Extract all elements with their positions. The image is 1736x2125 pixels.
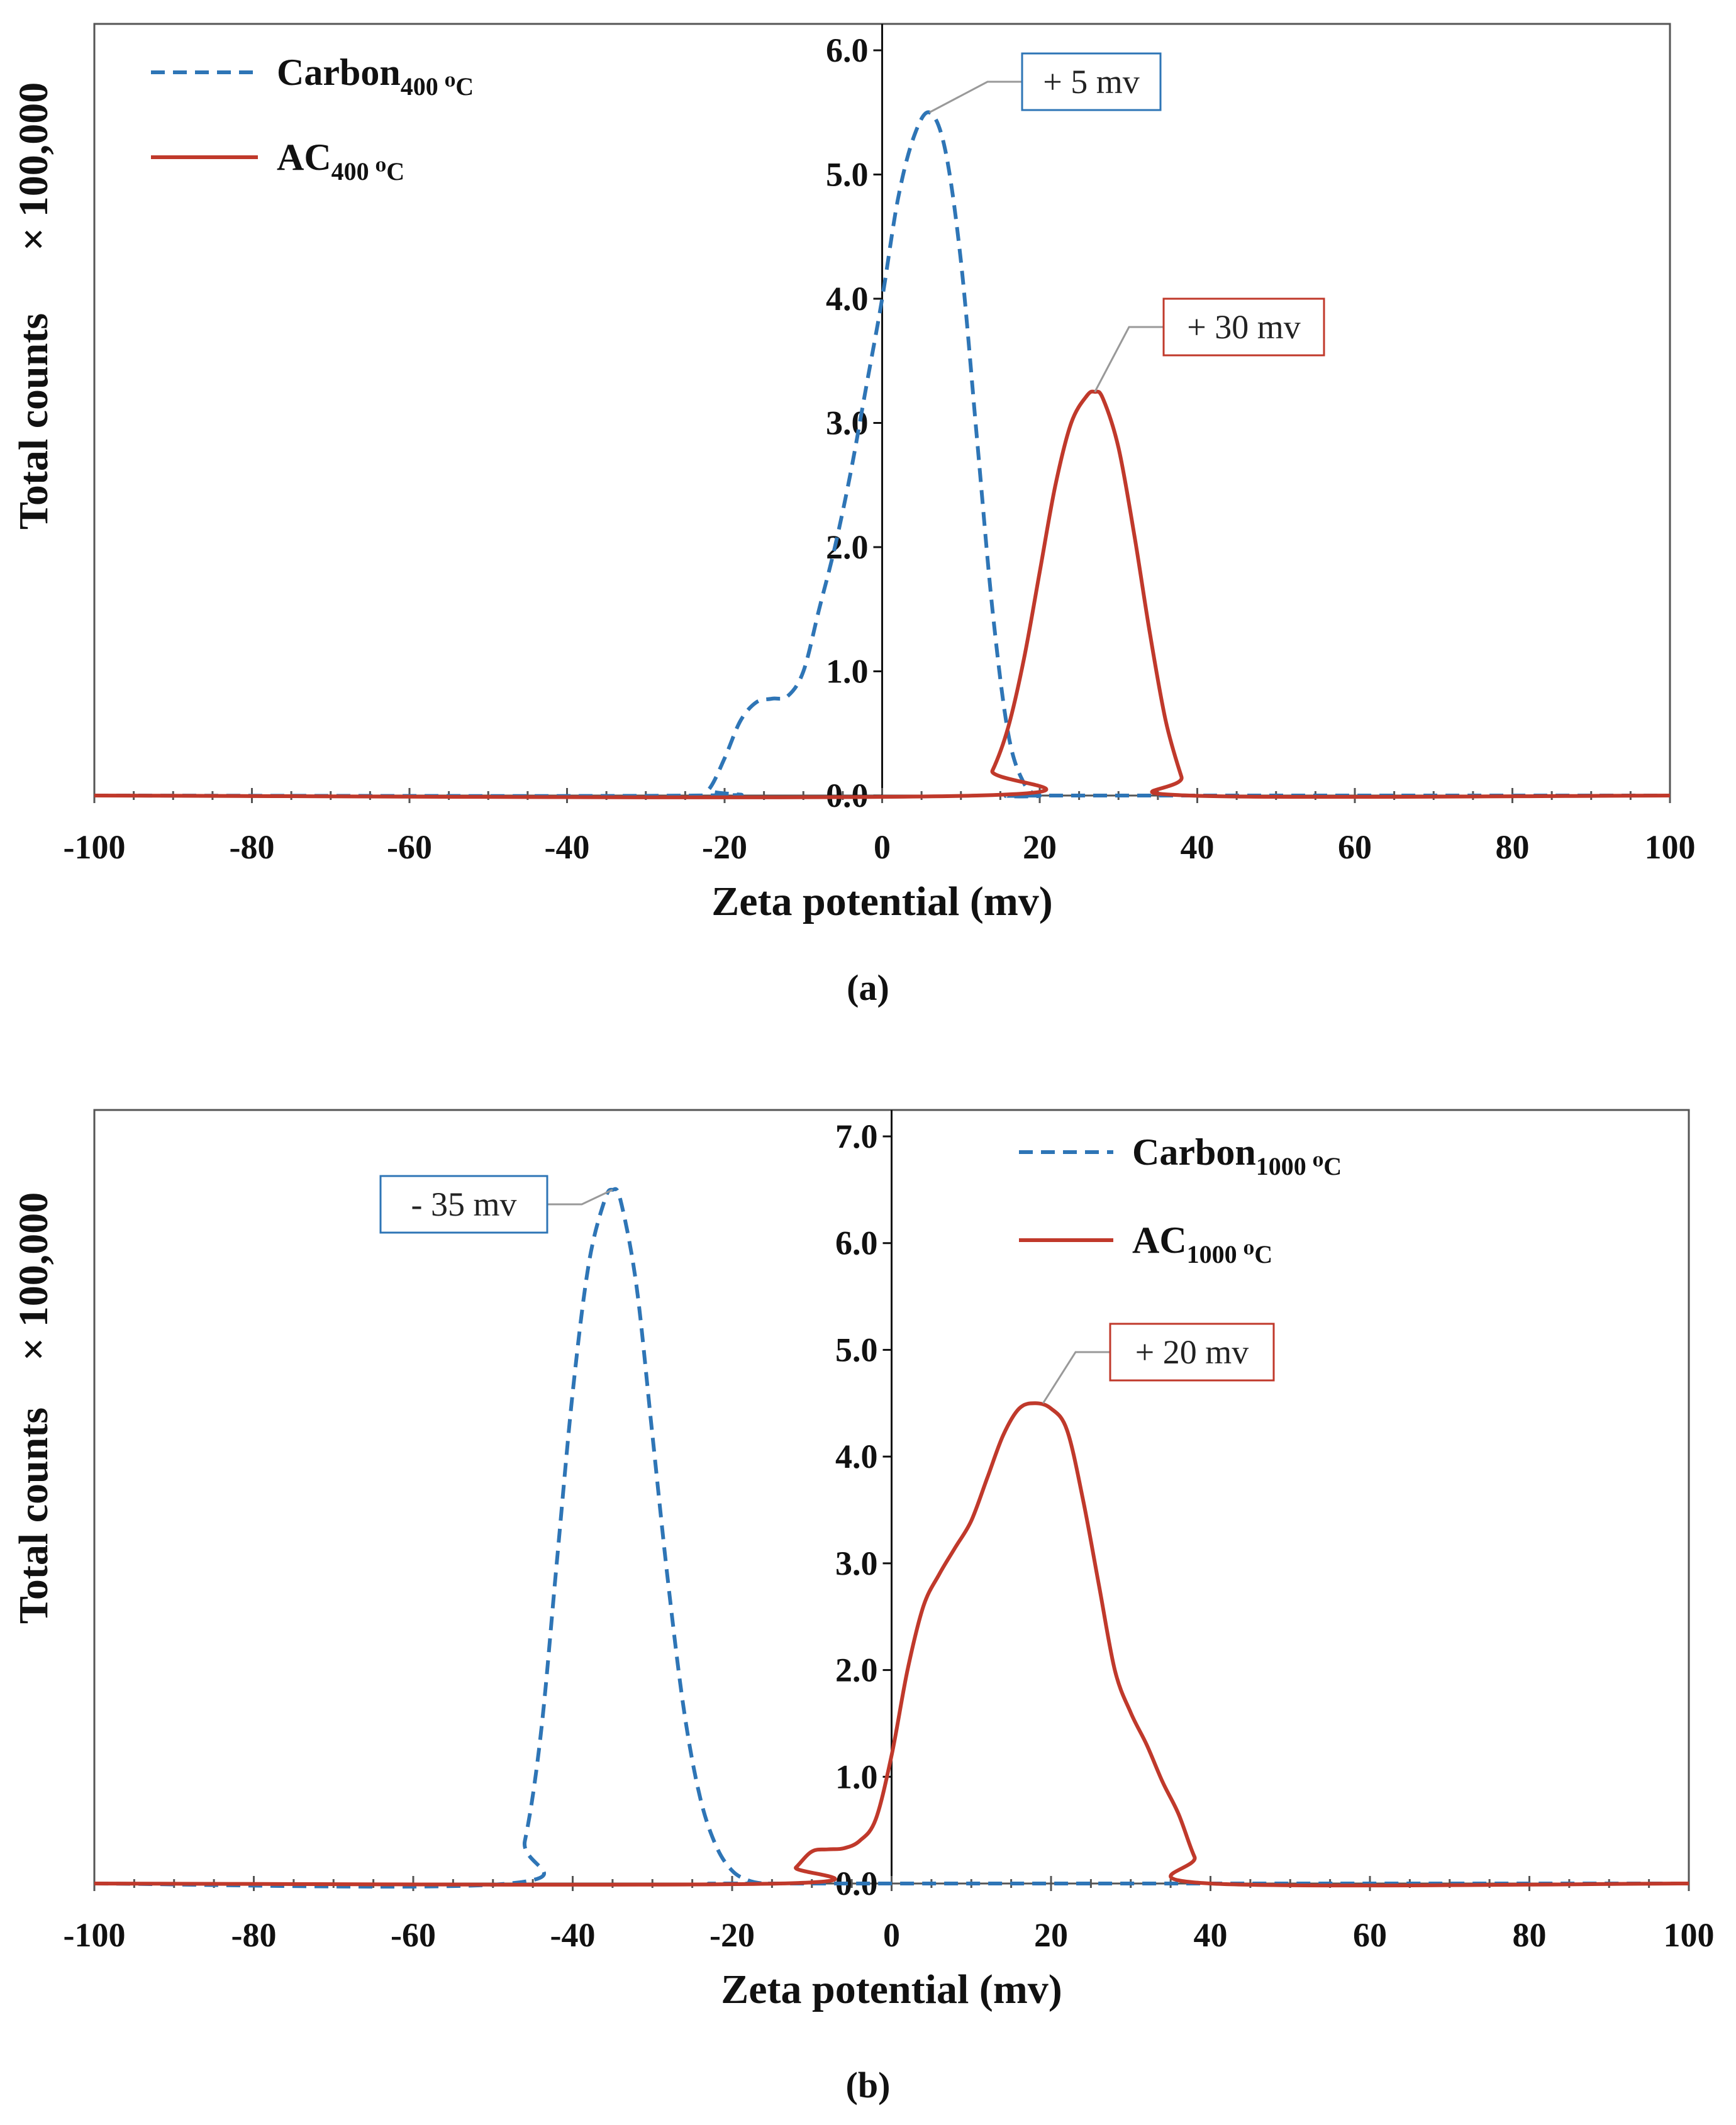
panel-a-label: (a) bbox=[847, 967, 889, 1008]
pb-y-tick-label: 1.0 bbox=[835, 1758, 878, 1795]
panel-b-chart: -100 -80 -60 -40 -20 0 20 40 60 80 1000.01.02.03.0… bbox=[11, 1109, 1715, 2106]
pa-series-line-carbon-0 bbox=[94, 110, 1670, 799]
panel-a-y-axis-multiplier: × 100,000 bbox=[11, 82, 57, 252]
panel-a-y-axis-title: Total counts bbox=[11, 313, 57, 530]
panel-b-label: (b) bbox=[846, 2065, 891, 2106]
panel-b-x-axis-title: Zeta potential (mv) bbox=[721, 1967, 1062, 2012]
pa-x-tick-label: 20 bbox=[1023, 828, 1057, 866]
pb-legend-label-1: AC1000 ⁰C bbox=[1132, 1219, 1272, 1268]
pa-x-tick-label: -80 bbox=[230, 828, 275, 866]
pb-y-tick-label: 4.0 bbox=[835, 1438, 878, 1475]
pb-callout-box bbox=[1109, 1323, 1275, 1382]
pa-callout-box bbox=[1021, 52, 1162, 111]
panel-a-chart: -100 -80 -60 -40 -20 0 20 40 60 80 1000.01.02.03.0… bbox=[11, 23, 1696, 1008]
pa-y-tick-label: 4.0 bbox=[826, 280, 869, 318]
pb-x-tick-label: -40 bbox=[550, 1916, 596, 1954]
pb-callout-label: + 20 mv bbox=[1135, 1333, 1249, 1371]
pb-y-tick-label: 6.0 bbox=[835, 1224, 878, 1262]
pb-x-tick-label: -100 bbox=[64, 1916, 126, 1954]
panel-a-series bbox=[94, 110, 1671, 799]
pa-callout-box bbox=[1162, 297, 1325, 357]
pa-legend-subscript-0: 400 ⁰C bbox=[401, 72, 474, 101]
pb-series-line-ac-1 bbox=[94, 1401, 1689, 1888]
pa-x-tick-label: 100 bbox=[1645, 828, 1696, 866]
panel-b-annotations: - 35 mv + 20 mv bbox=[379, 1175, 1275, 1404]
pb-y-tick-label: 3.0 bbox=[835, 1545, 878, 1582]
panel-a-annotations: + 5 mv + 30 mv bbox=[928, 52, 1325, 392]
pa-x-tick-label: -100 bbox=[64, 828, 126, 866]
panel-b-y-axis-title: Total counts bbox=[11, 1407, 57, 1624]
panel-b-legend: Carbon1000 ⁰C AC1000 ⁰C bbox=[1019, 1131, 1342, 1268]
pb-x-tick-label: 60 bbox=[1353, 1916, 1387, 1954]
pb-x-tick-label: 20 bbox=[1034, 1916, 1068, 1954]
pa-x-tick-label: 80 bbox=[1496, 828, 1530, 866]
pb-y-tick-label: 7.0 bbox=[835, 1118, 878, 1155]
pa-y-tick-label: 1.0 bbox=[826, 653, 869, 691]
pb-x-tick-label: 100 bbox=[1664, 1916, 1715, 1954]
panel-b-series bbox=[94, 1187, 1689, 1889]
pa-x-tick-label: 0 bbox=[874, 828, 891, 866]
pb-x-tick-label: -80 bbox=[231, 1916, 277, 1954]
pa-x-tick-label: -20 bbox=[702, 828, 747, 866]
pb-callout-label: - 35 mv bbox=[411, 1185, 517, 1223]
pa-legend-subscript-1: 400 ⁰C bbox=[331, 157, 404, 186]
pb-callout-box bbox=[379, 1175, 548, 1234]
pa-legend-label-1: AC400 ⁰C bbox=[277, 136, 404, 186]
pa-callout-leader bbox=[928, 80, 1022, 114]
pb-x-tick-label: -60 bbox=[391, 1916, 436, 1954]
panel-b-y-axis-multiplier: × 100,000 bbox=[11, 1192, 57, 1362]
pa-callout-label: + 5 mv bbox=[1043, 63, 1139, 101]
pb-legend-subscript-0: 1000 ⁰C bbox=[1256, 1152, 1342, 1180]
pa-series-line-ac-1 bbox=[94, 389, 1671, 799]
pa-legend-label-0: Carbon400 ⁰C bbox=[277, 52, 474, 101]
pb-y-tick-label: 5.0 bbox=[835, 1331, 878, 1368]
pb-callout-leader bbox=[1042, 1351, 1110, 1404]
panel-a-x-axis-title: Zeta potential (mv) bbox=[711, 879, 1053, 924]
pa-x-tick-label: -60 bbox=[387, 828, 432, 866]
pb-legend-subscript-1: 1000 ⁰C bbox=[1187, 1240, 1272, 1268]
pb-y-tick-label: 2.0 bbox=[835, 1651, 878, 1689]
pa-x-tick-label: 40 bbox=[1181, 828, 1215, 866]
pa-y-tick-label: 5.0 bbox=[826, 156, 869, 194]
pa-callout-leader bbox=[1094, 326, 1164, 392]
pb-legend-label-0: Carbon1000 ⁰C bbox=[1132, 1131, 1342, 1180]
pb-x-tick-label: 40 bbox=[1194, 1916, 1228, 1954]
pa-x-tick-label: -40 bbox=[545, 828, 590, 866]
pa-callout-label: + 30 mv bbox=[1187, 308, 1300, 346]
panel-a-legend: Carbon400 ⁰C AC400 ⁰C bbox=[151, 52, 474, 186]
pb-callout-leader bbox=[547, 1189, 613, 1206]
pb-x-tick-label: -20 bbox=[709, 1916, 755, 1954]
pb-x-tick-label: 80 bbox=[1513, 1916, 1547, 1954]
panel-b-ticks: -100 -80 -60 -40 -20 0 20 40 60 80 1000.01.02.03.0… bbox=[64, 1110, 1715, 1954]
pb-x-tick-label: 0 bbox=[883, 1916, 900, 1954]
pa-x-tick-label: 60 bbox=[1338, 828, 1372, 866]
pa-y-tick-label: 6.0 bbox=[826, 31, 869, 69]
